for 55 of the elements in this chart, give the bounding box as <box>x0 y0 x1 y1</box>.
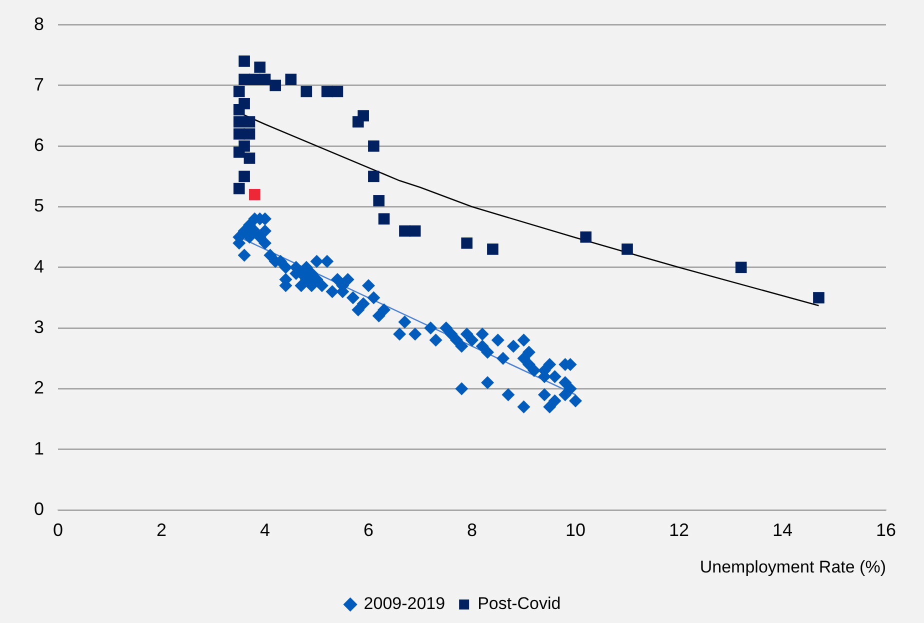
point <box>622 244 633 255</box>
point <box>233 86 245 98</box>
legend-label: 2009-2019 <box>364 594 446 614</box>
point <box>373 195 385 206</box>
point <box>233 146 245 158</box>
point <box>259 74 271 86</box>
point <box>735 262 747 274</box>
point <box>233 182 245 194</box>
point <box>368 140 380 152</box>
point <box>580 231 592 243</box>
y-tick-label: 1 <box>34 438 44 458</box>
y-tick-label: 6 <box>34 135 44 156</box>
point <box>321 86 333 98</box>
point <box>300 86 312 98</box>
y-tick-label: 5 <box>34 196 44 216</box>
point <box>270 80 282 92</box>
x-tick-label: 8 <box>467 520 478 540</box>
x-tick-label: 10 <box>565 520 586 540</box>
y-tick-label: 3 <box>34 317 44 338</box>
point <box>378 213 390 225</box>
x-tick-label: 14 <box>772 520 793 540</box>
point <box>238 56 250 67</box>
point <box>285 74 297 86</box>
point <box>813 292 824 304</box>
point <box>358 110 369 122</box>
point <box>238 98 250 110</box>
x-tick-label: 0 <box>53 520 64 540</box>
point <box>233 128 245 140</box>
point <box>487 244 498 255</box>
point <box>399 225 410 237</box>
x-tick-label: 6 <box>364 520 374 540</box>
point <box>409 225 421 237</box>
point <box>254 62 266 73</box>
y-tick-label: 4 <box>34 256 44 276</box>
y-tick-label: 8 <box>34 14 44 34</box>
x-tick-label: 16 <box>876 520 896 540</box>
point <box>332 86 344 98</box>
y-tick-label: 7 <box>34 74 44 94</box>
point <box>238 74 250 86</box>
x-axis-title: Unemployment Rate (%) <box>700 557 886 576</box>
x-tick-label: 2 <box>156 520 167 540</box>
point <box>244 128 256 140</box>
point <box>244 152 256 164</box>
x-tick-label: 4 <box>260 520 270 540</box>
legend-label: Post-Covid <box>478 594 561 614</box>
point <box>238 170 250 182</box>
point <box>368 170 380 182</box>
point <box>249 188 260 200</box>
y-tick-label: 2 <box>34 378 44 398</box>
point <box>233 116 245 128</box>
point <box>244 116 256 128</box>
point <box>249 74 260 86</box>
x-tick-label: 12 <box>668 520 690 540</box>
point <box>461 237 472 249</box>
y-tick-label: 0 <box>34 498 44 519</box>
